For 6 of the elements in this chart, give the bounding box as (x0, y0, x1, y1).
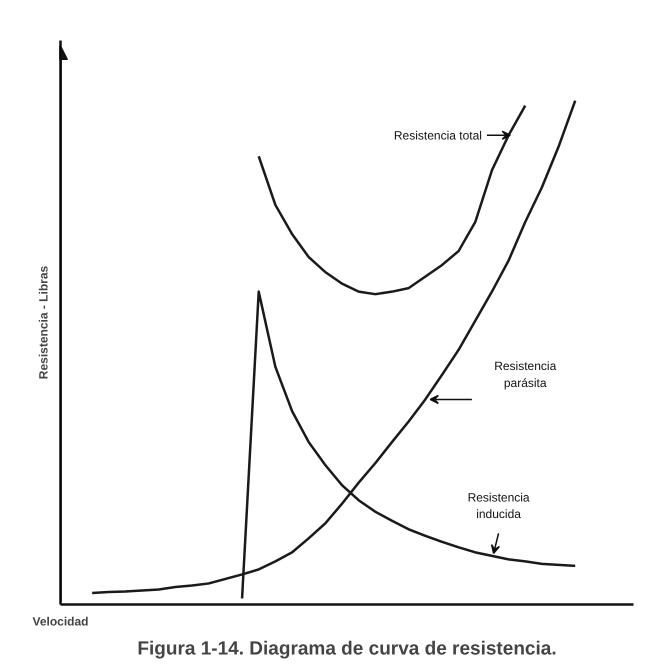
legend-label: Resistencia total (394, 128, 482, 142)
text: Figura 1-14. Diagrama de curva de resistencia. (137, 638, 557, 660)
text: Resistencia parásita (494, 358, 557, 390)
y-axis-title: Resistencia - Libras (36, 265, 50, 380)
x-axis-title: Velocidad (32, 614, 89, 628)
text: Resistencia inducida (468, 490, 530, 522)
